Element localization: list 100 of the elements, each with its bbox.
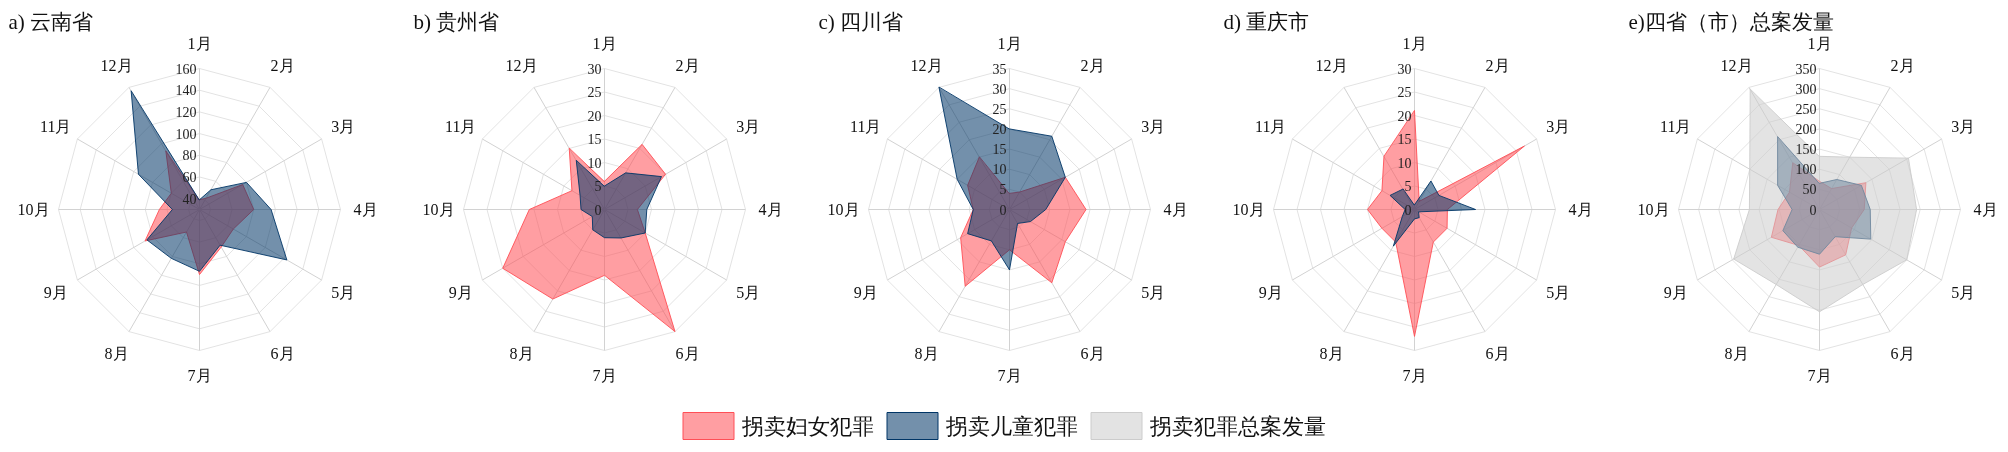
- spoke-label: 3月: [1951, 118, 1976, 135]
- spoke-label: 1月: [1807, 35, 1832, 52]
- spoke-label: 3月: [736, 118, 761, 135]
- y-tick-label: 25: [992, 101, 1007, 117]
- spoke-label: 5月: [331, 284, 356, 301]
- y-tick-label: 120: [175, 104, 197, 120]
- spoke-label: 12月: [910, 57, 943, 75]
- legend-label: 拐卖犯罪总案发量: [1149, 413, 1326, 439]
- spoke-label: 5月: [736, 284, 761, 301]
- y-tick-label: 20: [587, 108, 602, 124]
- y-tick-label: 0: [1404, 202, 1412, 218]
- spoke-label: 4月: [758, 201, 783, 218]
- spoke-label: 6月: [1485, 344, 1510, 362]
- spoke-label: 7月: [187, 367, 212, 384]
- y-tick-label: 10: [587, 155, 602, 171]
- spoke-label: 7月: [1807, 367, 1832, 384]
- spoke-label: 2月: [1080, 57, 1105, 75]
- spoke-label: 2月: [675, 57, 700, 75]
- spoke-label: 7月: [1402, 367, 1427, 384]
- y-tick-label: 30: [992, 81, 1007, 97]
- y-tick-label: 140: [175, 83, 197, 99]
- spoke-label: 5月: [1546, 284, 1571, 301]
- chart-title: c) 四川省: [818, 9, 904, 34]
- y-tick-label: 35: [992, 61, 1007, 77]
- spoke-label: 11月: [1660, 118, 1692, 135]
- spoke-label: 6月: [1890, 344, 1915, 362]
- y-tick-label: 25: [587, 85, 602, 100]
- spoke-label: 8月: [914, 344, 939, 362]
- spoke-label: 3月: [1141, 118, 1166, 135]
- spoke-label: 2月: [1485, 57, 1510, 75]
- spoke-label: 6月: [270, 344, 295, 362]
- y-tick-label: 40: [182, 191, 197, 207]
- spoke-label: 1月: [1402, 35, 1427, 52]
- y-tick-label: 30: [1397, 61, 1412, 77]
- y-tick-label: 25: [1397, 85, 1412, 100]
- spoke-label: 4月: [1568, 201, 1593, 218]
- y-tick-label: 100: [1795, 162, 1817, 178]
- chart-title: d) 重庆市: [1223, 9, 1310, 34]
- y-tick-label: 300: [1795, 81, 1817, 97]
- y-tick-label: 10: [992, 162, 1007, 178]
- spoke-label: 10月: [1232, 201, 1265, 218]
- spoke-label: 11月: [40, 118, 72, 135]
- y-tick-label: 15: [992, 142, 1007, 158]
- spoke-label: 12月: [505, 57, 538, 75]
- spoke-label: 11月: [1255, 118, 1287, 135]
- spoke-label: 12月: [1315, 57, 1348, 75]
- spoke-label: 8月: [509, 344, 534, 362]
- y-tick-label: 0: [999, 202, 1007, 218]
- spoke-label: 5月: [1141, 284, 1166, 301]
- y-tick-label: 5: [1404, 179, 1412, 194]
- spoke-label: 9月: [853, 284, 878, 301]
- spoke-label: 7月: [997, 367, 1022, 384]
- spoke-label: 1月: [592, 35, 617, 52]
- spoke-label: 9月: [448, 284, 473, 301]
- spoke-label: 9月: [1663, 284, 1688, 301]
- spoke-label: 11月: [445, 118, 477, 135]
- spoke-label: 3月: [331, 118, 356, 135]
- y-tick-label: 0: [1809, 202, 1817, 218]
- spoke-label: 3月: [1546, 118, 1571, 135]
- spoke-label: 10月: [1637, 201, 1670, 218]
- spoke-label: 8月: [1724, 344, 1749, 362]
- spoke-label: 4月: [1163, 201, 1188, 218]
- y-tick-label: 160: [175, 61, 197, 77]
- y-tick-label: 80: [182, 148, 197, 164]
- spoke-label: 5月: [1951, 284, 1976, 301]
- spoke-label: 7月: [592, 367, 617, 384]
- spoke-label: 6月: [675, 344, 700, 362]
- spoke-label: 8月: [1319, 344, 1344, 362]
- chart-title: e)四省（市）总案发量: [1628, 9, 1834, 34]
- y-tick-label: 30: [587, 61, 602, 77]
- spoke-label: 10月: [827, 201, 860, 218]
- legend-label: 拐卖儿童犯罪: [945, 413, 1078, 439]
- spoke-label: 9月: [43, 284, 68, 301]
- chart-title: a) 云南省: [8, 9, 94, 34]
- y-tick-label: 20: [992, 121, 1007, 137]
- y-tick-label: 250: [1795, 101, 1817, 117]
- spoke-label: 6月: [1080, 344, 1105, 362]
- spoke-label: 12月: [100, 57, 133, 75]
- y-tick-label: 5: [999, 182, 1007, 198]
- y-tick-label: 10: [1397, 155, 1412, 171]
- y-tick-label: 0: [594, 202, 602, 218]
- spoke-label: 10月: [17, 201, 50, 218]
- spoke-label: 10月: [422, 201, 455, 218]
- spoke-label: 4月: [353, 201, 378, 218]
- spoke-label: 2月: [270, 57, 295, 75]
- y-tick-label: 20: [1397, 108, 1412, 124]
- y-tick-label: 5: [594, 179, 602, 194]
- spoke-label: 1月: [997, 35, 1022, 52]
- chart-title: b) 贵州省: [413, 9, 500, 34]
- spoke-label: 1月: [187, 35, 212, 52]
- spoke-label: 12月: [1720, 57, 1753, 75]
- y-tick-label: 15: [587, 132, 602, 147]
- legend-label: 拐卖妇女犯罪: [741, 413, 874, 439]
- y-tick-label: 50: [1802, 182, 1817, 198]
- y-tick-label: 15: [1397, 132, 1412, 147]
- y-tick-label: 350: [1795, 61, 1817, 77]
- spoke-label: 9月: [1258, 284, 1283, 301]
- y-tick-label: 100: [175, 126, 197, 142]
- spoke-label: 11月: [850, 118, 882, 135]
- y-tick-label: 150: [1795, 142, 1817, 158]
